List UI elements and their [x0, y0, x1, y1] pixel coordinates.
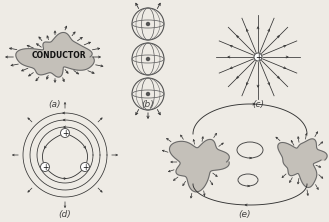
- Text: (a): (a): [49, 101, 61, 109]
- Text: (c): (c): [252, 99, 264, 109]
- Circle shape: [146, 93, 149, 95]
- Text: CONDUCTOR: CONDUCTOR: [32, 50, 86, 59]
- Polygon shape: [278, 139, 327, 187]
- Circle shape: [146, 22, 149, 26]
- Text: (d): (d): [59, 210, 71, 218]
- Text: (e): (e): [239, 210, 251, 218]
- Circle shape: [254, 53, 262, 61]
- Circle shape: [81, 163, 89, 172]
- Polygon shape: [16, 32, 94, 77]
- Circle shape: [40, 163, 49, 172]
- Polygon shape: [169, 139, 229, 192]
- Text: (b): (b): [141, 99, 154, 109]
- Circle shape: [146, 57, 149, 61]
- Text: +: +: [82, 163, 88, 172]
- Text: +: +: [255, 52, 261, 61]
- Circle shape: [61, 129, 69, 137]
- Text: +: +: [62, 129, 68, 137]
- Text: +: +: [42, 163, 48, 172]
